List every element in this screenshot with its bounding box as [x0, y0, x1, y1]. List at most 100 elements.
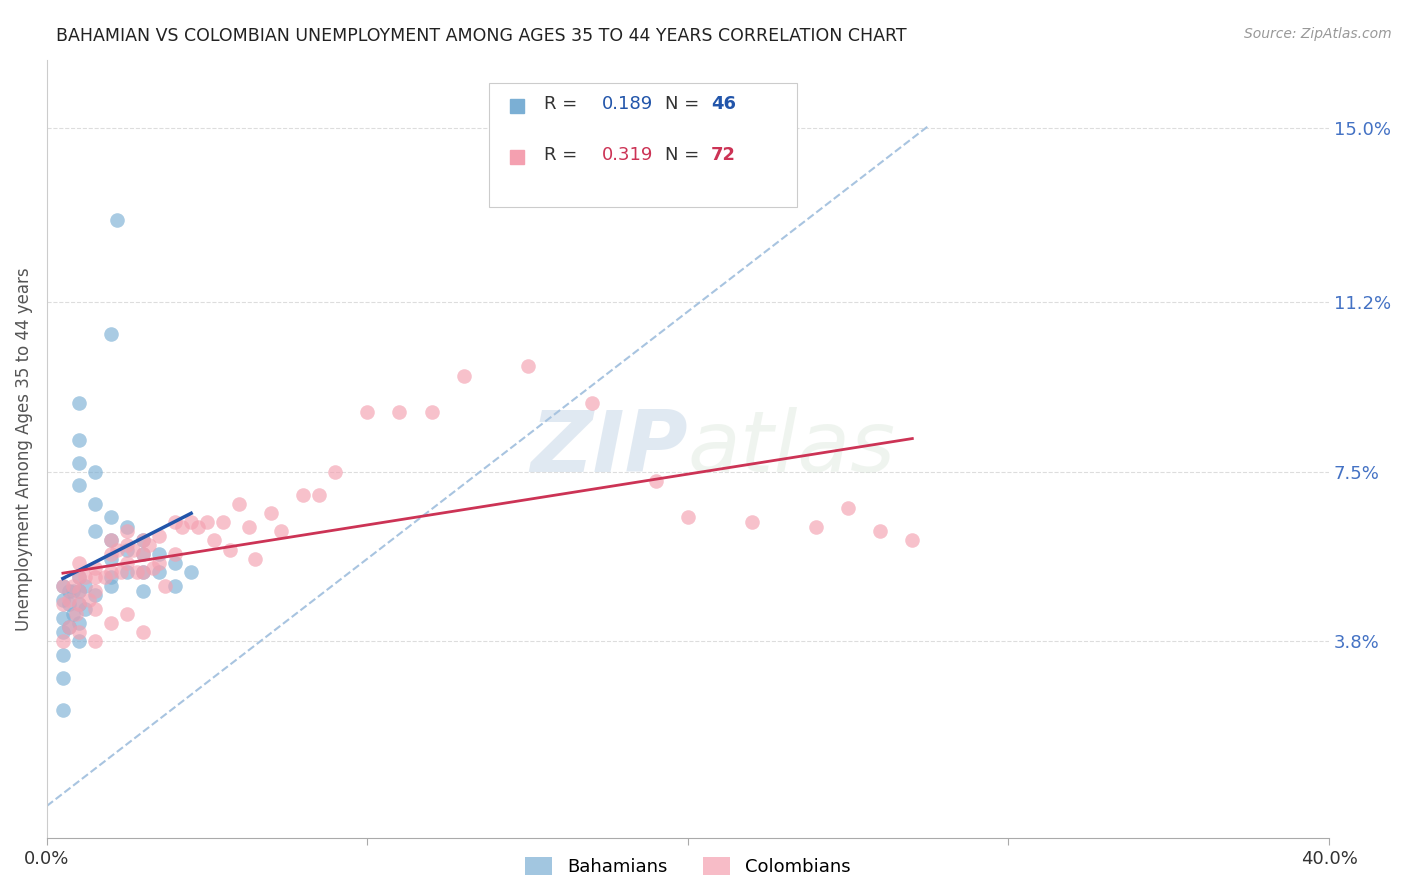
Text: 72: 72 — [711, 145, 735, 163]
Point — [837, 501, 859, 516]
Point — [132, 624, 155, 639]
Point — [132, 533, 155, 548]
Point — [132, 547, 155, 561]
Point — [67, 583, 90, 598]
Point — [100, 533, 122, 548]
Point — [84, 561, 107, 575]
Point — [260, 506, 283, 520]
Point — [202, 533, 225, 548]
Point — [93, 570, 115, 584]
Text: 0.189: 0.189 — [602, 95, 654, 113]
Point — [84, 583, 107, 598]
Point — [52, 671, 75, 685]
Point — [84, 602, 107, 616]
Point — [67, 634, 90, 648]
Point — [165, 515, 187, 529]
Point — [901, 533, 924, 548]
Point — [67, 478, 90, 492]
Point — [325, 465, 347, 479]
Point — [676, 510, 699, 524]
Point — [100, 615, 122, 630]
Point — [245, 551, 267, 566]
Point — [84, 497, 107, 511]
Point — [62, 583, 84, 598]
Point — [100, 327, 122, 342]
Point — [67, 598, 90, 612]
Point — [165, 579, 187, 593]
Point — [420, 405, 443, 419]
Point — [218, 542, 240, 557]
Point — [52, 624, 75, 639]
Point — [67, 624, 90, 639]
Point — [100, 551, 122, 566]
Point — [186, 519, 208, 533]
Point — [170, 519, 193, 533]
Text: BAHAMIAN VS COLOMBIAN UNEMPLOYMENT AMONG AGES 35 TO 44 YEARS CORRELATION CHART: BAHAMIAN VS COLOMBIAN UNEMPLOYMENT AMONG… — [56, 27, 907, 45]
Point — [65, 607, 87, 621]
Point — [148, 529, 170, 543]
Point — [100, 533, 122, 548]
Point — [52, 579, 75, 593]
Point — [84, 570, 107, 584]
Point — [356, 405, 378, 419]
Point — [155, 579, 177, 593]
Point — [84, 588, 107, 602]
Point — [115, 607, 138, 621]
Point — [107, 212, 129, 227]
Point — [804, 519, 827, 533]
Point — [132, 566, 155, 580]
Point — [75, 570, 97, 584]
Point — [58, 620, 80, 634]
Point — [67, 598, 90, 612]
Point — [58, 583, 80, 598]
Point — [212, 515, 235, 529]
Point — [84, 524, 107, 539]
Point — [67, 570, 90, 584]
Point — [238, 519, 260, 533]
Point — [52, 611, 75, 625]
Point — [138, 538, 160, 552]
Point — [644, 474, 666, 488]
Point — [58, 620, 80, 634]
Point — [67, 433, 90, 447]
Point — [180, 566, 202, 580]
Point — [195, 515, 218, 529]
Point — [142, 561, 165, 575]
Point — [52, 592, 75, 607]
Point — [148, 556, 170, 570]
Text: R =: R = — [544, 145, 583, 163]
Point — [84, 634, 107, 648]
Point — [148, 547, 170, 561]
Point — [581, 396, 603, 410]
Point — [67, 583, 90, 598]
Point — [132, 566, 155, 580]
Point — [107, 542, 129, 557]
Point — [741, 515, 763, 529]
Text: N =: N = — [665, 145, 704, 163]
Point — [52, 579, 75, 593]
Point — [115, 556, 138, 570]
Text: 46: 46 — [711, 95, 735, 113]
Point — [388, 405, 411, 419]
Point — [67, 456, 90, 470]
Point — [100, 547, 122, 561]
Point — [52, 634, 75, 648]
Point — [869, 524, 891, 539]
Point — [100, 570, 122, 584]
Point — [115, 538, 138, 552]
Point — [77, 592, 100, 607]
Point — [122, 542, 145, 557]
Point — [165, 547, 187, 561]
Point — [67, 570, 90, 584]
FancyBboxPatch shape — [489, 83, 797, 208]
Point — [100, 510, 122, 524]
Point — [125, 566, 148, 580]
Point — [67, 396, 90, 410]
Text: atlas: atlas — [688, 408, 896, 491]
Point — [115, 542, 138, 557]
Legend: Bahamians, Colombians: Bahamians, Colombians — [519, 849, 858, 883]
Point — [52, 648, 75, 662]
Point — [52, 598, 75, 612]
Text: ZIP: ZIP — [530, 408, 688, 491]
Point — [52, 703, 75, 717]
